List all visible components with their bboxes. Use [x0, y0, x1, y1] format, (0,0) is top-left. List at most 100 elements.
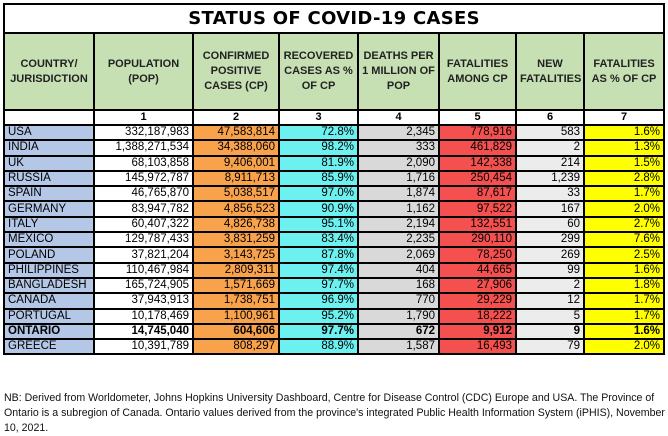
cell-country: SPAIN [3, 185, 95, 203]
cell-population: 37,943,913 [93, 292, 194, 310]
cell-new-fatalities: 60 [515, 215, 585, 234]
cell-population: 37,821,204 [93, 246, 194, 264]
cell-population: 10,391,789 [93, 338, 194, 356]
cell-country: ONTARIO [3, 322, 95, 341]
cell-confirmed-cases: 8,911,713 [192, 169, 280, 188]
cell-new-fatalities: 167 [515, 200, 585, 218]
cell-population: 110,467,984 [93, 261, 194, 279]
cell-new-fatalities: 299 [515, 231, 585, 249]
cell-fatalities-pct: 2.8% [582, 169, 666, 188]
cell-fatalities: 18,222 [438, 307, 517, 325]
cell-confirmed-cases: 2,809,311 [192, 261, 280, 279]
header-new-fatalities: NEW FATALITIES [515, 32, 585, 111]
cell-fatalities-pct: 1.3% [582, 139, 666, 157]
covid-status-table: STATUS OF COVID-19 CASES COUNTRY/ JURISD… [2, 3, 666, 356]
cell-fatalities: 250,454 [438, 169, 517, 188]
header-recovered-pct: RECOVERED CASES AS % OF CP [278, 32, 359, 111]
cell-country: GREECE [3, 338, 95, 356]
cell-country: INDIA [3, 139, 95, 157]
cell-population: 165,724,905 [93, 276, 194, 295]
header-row: COUNTRY/ JURISDICTION POPULATION (POP) CON… [3, 32, 666, 111]
cell-confirmed-cases: 604,606 [192, 322, 280, 341]
cell-deaths-per-million: 404 [357, 261, 440, 279]
cell-country: BANGLADESH [3, 276, 95, 295]
cell-deaths-per-million: 2,194 [357, 215, 440, 234]
table-row: ONTARIO 14,745,040 604,606 97.7% 672 9,912 9 1.… [3, 322, 666, 341]
cell-fatalities-pct: 7.6% [582, 231, 666, 249]
cell-deaths-per-million: 333 [357, 139, 440, 157]
cell-confirmed-cases: 47,583,814 [192, 123, 280, 142]
column-number-recovered-pct: 3 [278, 109, 359, 126]
header-deaths-per-million: DEATHS PER 1 MILLION OF POP [357, 32, 440, 111]
cell-fatalities-pct: 1.7% [582, 307, 666, 325]
cell-population: 68,103,858 [93, 154, 194, 172]
cell-confirmed-cases: 5,038,517 [192, 185, 280, 203]
cell-country: USA [3, 123, 95, 142]
cell-country: CANADA [3, 292, 95, 310]
cell-deaths-per-million: 672 [357, 322, 440, 341]
header-country: COUNTRY/ JURISDICTION [3, 32, 95, 111]
table-row: PHILIPPINES 110,467,984 2,809,311 97.4% 404 4… [3, 261, 666, 279]
cell-confirmed-cases: 4,826,738 [192, 215, 280, 234]
table-row: USA 332,187,983 47,583,814 72.8% 2,345 778,91… [3, 123, 666, 142]
cell-recovered-pct: 95.2% [278, 307, 359, 325]
cell-new-fatalities: 5 [515, 307, 585, 325]
cell-population: 10,178,469 [93, 307, 194, 325]
column-number-new-fatalities: 6 [515, 109, 585, 126]
cell-new-fatalities: 214 [515, 154, 585, 172]
cell-deaths-per-million: 2,069 [357, 246, 440, 264]
cell-recovered-pct: 96.9% [278, 292, 359, 310]
cell-new-fatalities: 12 [515, 292, 585, 310]
cell-fatalities: 29,229 [438, 292, 517, 310]
cell-fatalities-pct: 1.8% [582, 276, 666, 295]
cell-fatalities: 87,617 [438, 185, 517, 203]
cell-recovered-pct: 81.9% [278, 154, 359, 172]
table-row: CANADA 37,943,913 1,738,751 96.9% 770 29,229 1… [3, 292, 666, 310]
cell-deaths-per-million: 1,716 [357, 169, 440, 188]
cell-confirmed-cases: 4,856,523 [192, 200, 280, 218]
cell-fatalities: 78,250 [438, 246, 517, 264]
column-number-fatalities-pct: 7 [582, 109, 666, 126]
cell-confirmed-cases: 1,571,669 [192, 276, 280, 295]
cell-new-fatalities: 2 [515, 139, 585, 157]
cell-country: UK [3, 154, 95, 172]
cell-recovered-pct: 83.4% [278, 231, 359, 249]
cell-recovered-pct: 98.2% [278, 139, 359, 157]
cell-fatalities: 290,110 [438, 231, 517, 249]
cell-fatalities: 778,916 [438, 123, 517, 142]
cell-fatalities: 27,906 [438, 276, 517, 295]
cell-deaths-per-million: 2,090 [357, 154, 440, 172]
cell-fatalities: 461,829 [438, 139, 517, 157]
cell-fatalities-pct: 1.7% [582, 185, 666, 203]
cell-country: POLAND [3, 246, 95, 264]
table-row: GREECE 10,391,789 808,297 88.9% 1,587 16,493 7… [3, 338, 666, 356]
cell-fatalities: 97,522 [438, 200, 517, 218]
cell-recovered-pct: 97.0% [278, 185, 359, 203]
cell-confirmed-cases: 808,297 [192, 338, 280, 356]
table-title: STATUS OF COVID-19 CASES [2, 3, 666, 34]
cell-confirmed-cases: 9,406,001 [192, 154, 280, 172]
cell-new-fatalities: 583 [515, 123, 585, 142]
table-row: UK 68,103,858 9,406,001 81.9% 2,090 142,338 21… [3, 154, 666, 172]
table-row: INDIA 1,388,271,534 34,388,060 98.2% 333 461,… [3, 139, 666, 157]
cell-country: PORTUGAL [3, 307, 95, 325]
cell-fatalities-pct: 1.6% [582, 123, 666, 142]
cell-recovered-pct: 72.8% [278, 123, 359, 142]
cell-new-fatalities: 79 [515, 338, 585, 356]
cell-confirmed-cases: 1,738,751 [192, 292, 280, 310]
cell-recovered-pct: 95.1% [278, 215, 359, 234]
table-row: ITALY 60,407,322 4,826,738 95.1% 2,194 132,55… [3, 215, 666, 234]
cell-population: 332,187,983 [93, 123, 194, 142]
column-number-country [3, 109, 95, 126]
cell-fatalities: 132,551 [438, 215, 517, 234]
cell-deaths-per-million: 168 [357, 276, 440, 295]
cell-population: 129,787,433 [93, 231, 194, 249]
cell-country: MEXICO [3, 231, 95, 249]
cell-new-fatalities: 2 [515, 276, 585, 295]
cell-confirmed-cases: 34,388,060 [192, 139, 280, 157]
cell-new-fatalities: 33 [515, 185, 585, 203]
cell-deaths-per-million: 1,790 [357, 307, 440, 325]
cell-country: PHILIPPINES [3, 261, 95, 279]
table-row: SPAIN 46,765,870 5,038,517 97.0% 1,874 87,617… [3, 185, 666, 203]
cell-new-fatalities: 99 [515, 261, 585, 279]
